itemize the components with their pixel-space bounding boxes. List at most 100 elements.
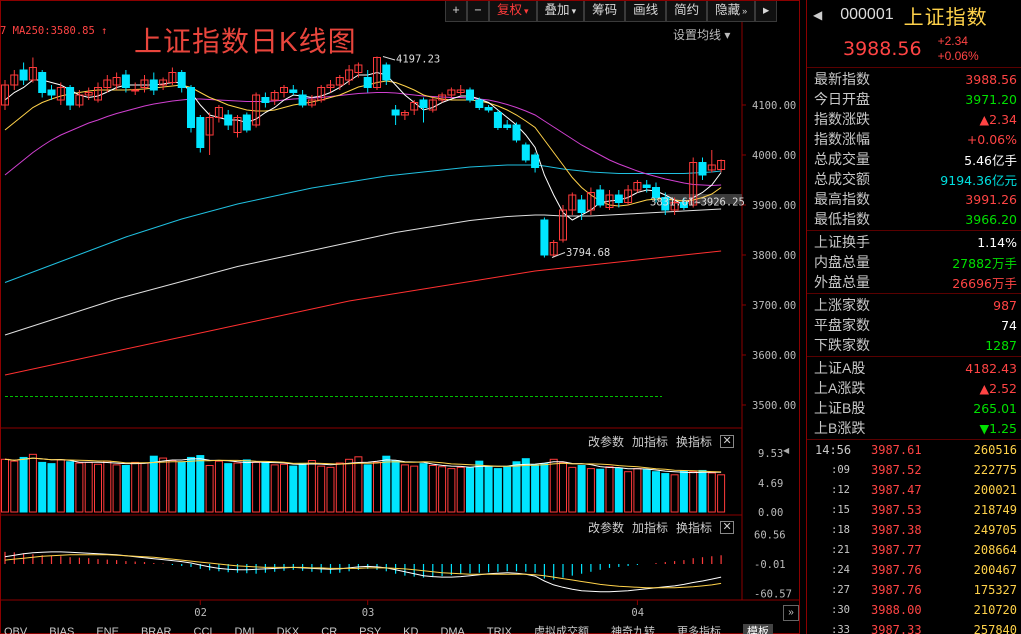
tick-row: :18 3987.38 249705 xyxy=(807,520,1021,540)
stat-value: +0.06% xyxy=(966,131,1017,147)
candle xyxy=(428,97,437,113)
tick-volume: 175327 xyxy=(973,583,1017,597)
tab-magic-nine[interactable]: 神奇九转 xyxy=(610,626,655,634)
overlay-button[interactable]: 叠加 ▾ xyxy=(536,0,585,22)
candle xyxy=(326,80,335,93)
volume-bar xyxy=(10,460,19,513)
macd-switch-indicator-button[interactable]: 换指标 xyxy=(676,520,713,535)
volume-bar xyxy=(475,460,484,513)
tab-cr[interactable]: CR xyxy=(321,626,338,634)
hide-button[interactable]: 隐藏» xyxy=(707,0,756,22)
volume-bar xyxy=(577,465,586,513)
volume-add-indicator-button[interactable]: 加指标 xyxy=(632,434,669,449)
close-icon[interactable]: ✕ xyxy=(720,434,735,448)
volume-bar xyxy=(261,462,270,513)
stat-value: 1287 xyxy=(985,337,1017,353)
high-label: 4197.23 xyxy=(396,54,440,66)
scroll-right-icon[interactable]: » xyxy=(783,605,799,621)
candle xyxy=(354,62,363,78)
play-icon[interactable]: ▸ xyxy=(755,0,778,22)
candle xyxy=(456,85,465,95)
tab-psy[interactable]: PSY xyxy=(359,626,382,634)
tab-trix[interactable]: TRIX xyxy=(486,626,512,634)
ma-settings-label: 设置均线 xyxy=(673,28,722,42)
candle xyxy=(717,159,726,172)
tab-brar[interactable]: BRAR xyxy=(140,626,172,634)
zoom-out-button[interactable]: − xyxy=(467,0,489,22)
macd-edit-params-button[interactable]: 改参数 xyxy=(588,520,625,535)
candle xyxy=(419,97,428,123)
chips-button[interactable]: 筹码 xyxy=(584,0,626,22)
simple-button[interactable]: 简约 xyxy=(666,0,708,22)
volume-bar xyxy=(363,464,372,513)
volume-bar xyxy=(47,463,56,513)
candle xyxy=(475,97,484,110)
adjust-button[interactable]: 复权 ▾ xyxy=(489,0,537,22)
tab-bias[interactable]: BIAS xyxy=(49,626,75,634)
macd-y-label: 60.56 xyxy=(754,530,786,542)
tick-row: :21 3987.77 208664 xyxy=(807,540,1021,560)
tab-obv[interactable]: OBV xyxy=(4,626,28,634)
candle xyxy=(549,240,558,258)
tick-row: :12 3987.47 200021 xyxy=(807,480,1021,500)
stat-label: 最低指数 xyxy=(814,211,870,227)
volume-edit-params-button[interactable]: 改参数 xyxy=(588,434,625,449)
tab-ene[interactable]: ENE xyxy=(96,626,119,634)
stat-label: 上涨家数 xyxy=(814,297,870,313)
candle-body xyxy=(205,117,214,136)
collapse-left-icon[interactable]: ◀ xyxy=(783,446,790,455)
y-tick-label: 3700.00 xyxy=(752,300,796,312)
stat-label: 总成交额 xyxy=(814,171,870,187)
price-summary: 3988.56 +2.34 +0.06% xyxy=(807,30,1021,68)
candle-body xyxy=(456,89,465,93)
stat-row: 上涨家数 987 xyxy=(807,295,1021,315)
zoom-in-button[interactable]: + xyxy=(445,0,467,22)
stock-code: 000001 xyxy=(840,6,894,23)
candle-body xyxy=(540,219,549,256)
candle xyxy=(633,180,642,193)
y-tick-label: 3900.00 xyxy=(752,200,796,212)
volume-switch-indicator-button[interactable]: 换指标 xyxy=(676,434,713,449)
tick-list: 14:56 3987.61 260516:09 3987.52 222775:1… xyxy=(807,440,1021,634)
candle-body xyxy=(66,87,75,106)
candle-body xyxy=(521,144,530,161)
volume-bar xyxy=(205,465,214,513)
draw-line-button[interactable]: 画线 xyxy=(625,0,667,22)
volume-bar xyxy=(177,461,186,513)
tab-template[interactable]: 模板 xyxy=(742,624,773,634)
tick-volume: 222775 xyxy=(973,463,1017,477)
tab-dma[interactable]: DMA xyxy=(440,626,465,634)
close-icon[interactable]: ✕ xyxy=(720,520,735,534)
prev-stock-icon[interactable]: ◀ xyxy=(813,8,823,22)
candle-body xyxy=(493,112,502,128)
candle-body xyxy=(75,94,84,106)
y-tick-label: 4100.00 xyxy=(752,100,796,112)
tick-price: 3987.47 xyxy=(871,483,922,497)
candle-body xyxy=(689,162,698,206)
stat-value: 5.46亿手 xyxy=(964,152,1017,168)
candle xyxy=(568,192,577,215)
tab-virtual-volume[interactable]: 虚拟成交额 xyxy=(533,626,589,634)
volume-bar xyxy=(159,457,168,513)
volume-bar xyxy=(717,474,726,513)
tick-price: 3987.77 xyxy=(871,543,922,557)
stat-value: ▲2.34 xyxy=(979,111,1017,127)
tab-dmi[interactable]: DMI xyxy=(234,626,255,634)
ma-settings-button[interactable]: 设置均线 ▾ xyxy=(673,28,731,42)
candle-body xyxy=(466,89,474,101)
tab-kd[interactable]: KD xyxy=(403,626,419,634)
ma20-line xyxy=(4,92,722,187)
tab-more-indicators[interactable]: 更多指标 xyxy=(676,626,721,634)
stat-row: 上证换手 1.14% xyxy=(807,232,1021,252)
stock-name: 上证指数 xyxy=(903,6,988,29)
macd-add-indicator-button[interactable]: 加指标 xyxy=(632,520,669,535)
candle xyxy=(661,192,670,215)
volume-bar xyxy=(586,468,595,513)
stat-label: 内盘总量 xyxy=(814,254,870,270)
tab-dkx[interactable]: DKX xyxy=(276,626,300,634)
volume-bar xyxy=(466,467,474,513)
tab-cci[interactable]: CCI xyxy=(193,626,213,634)
volume-bar xyxy=(447,468,456,513)
tick-time: :27 xyxy=(831,584,850,596)
ma-legend: 7 MA250:3580.85 ↑ xyxy=(0,25,108,37)
